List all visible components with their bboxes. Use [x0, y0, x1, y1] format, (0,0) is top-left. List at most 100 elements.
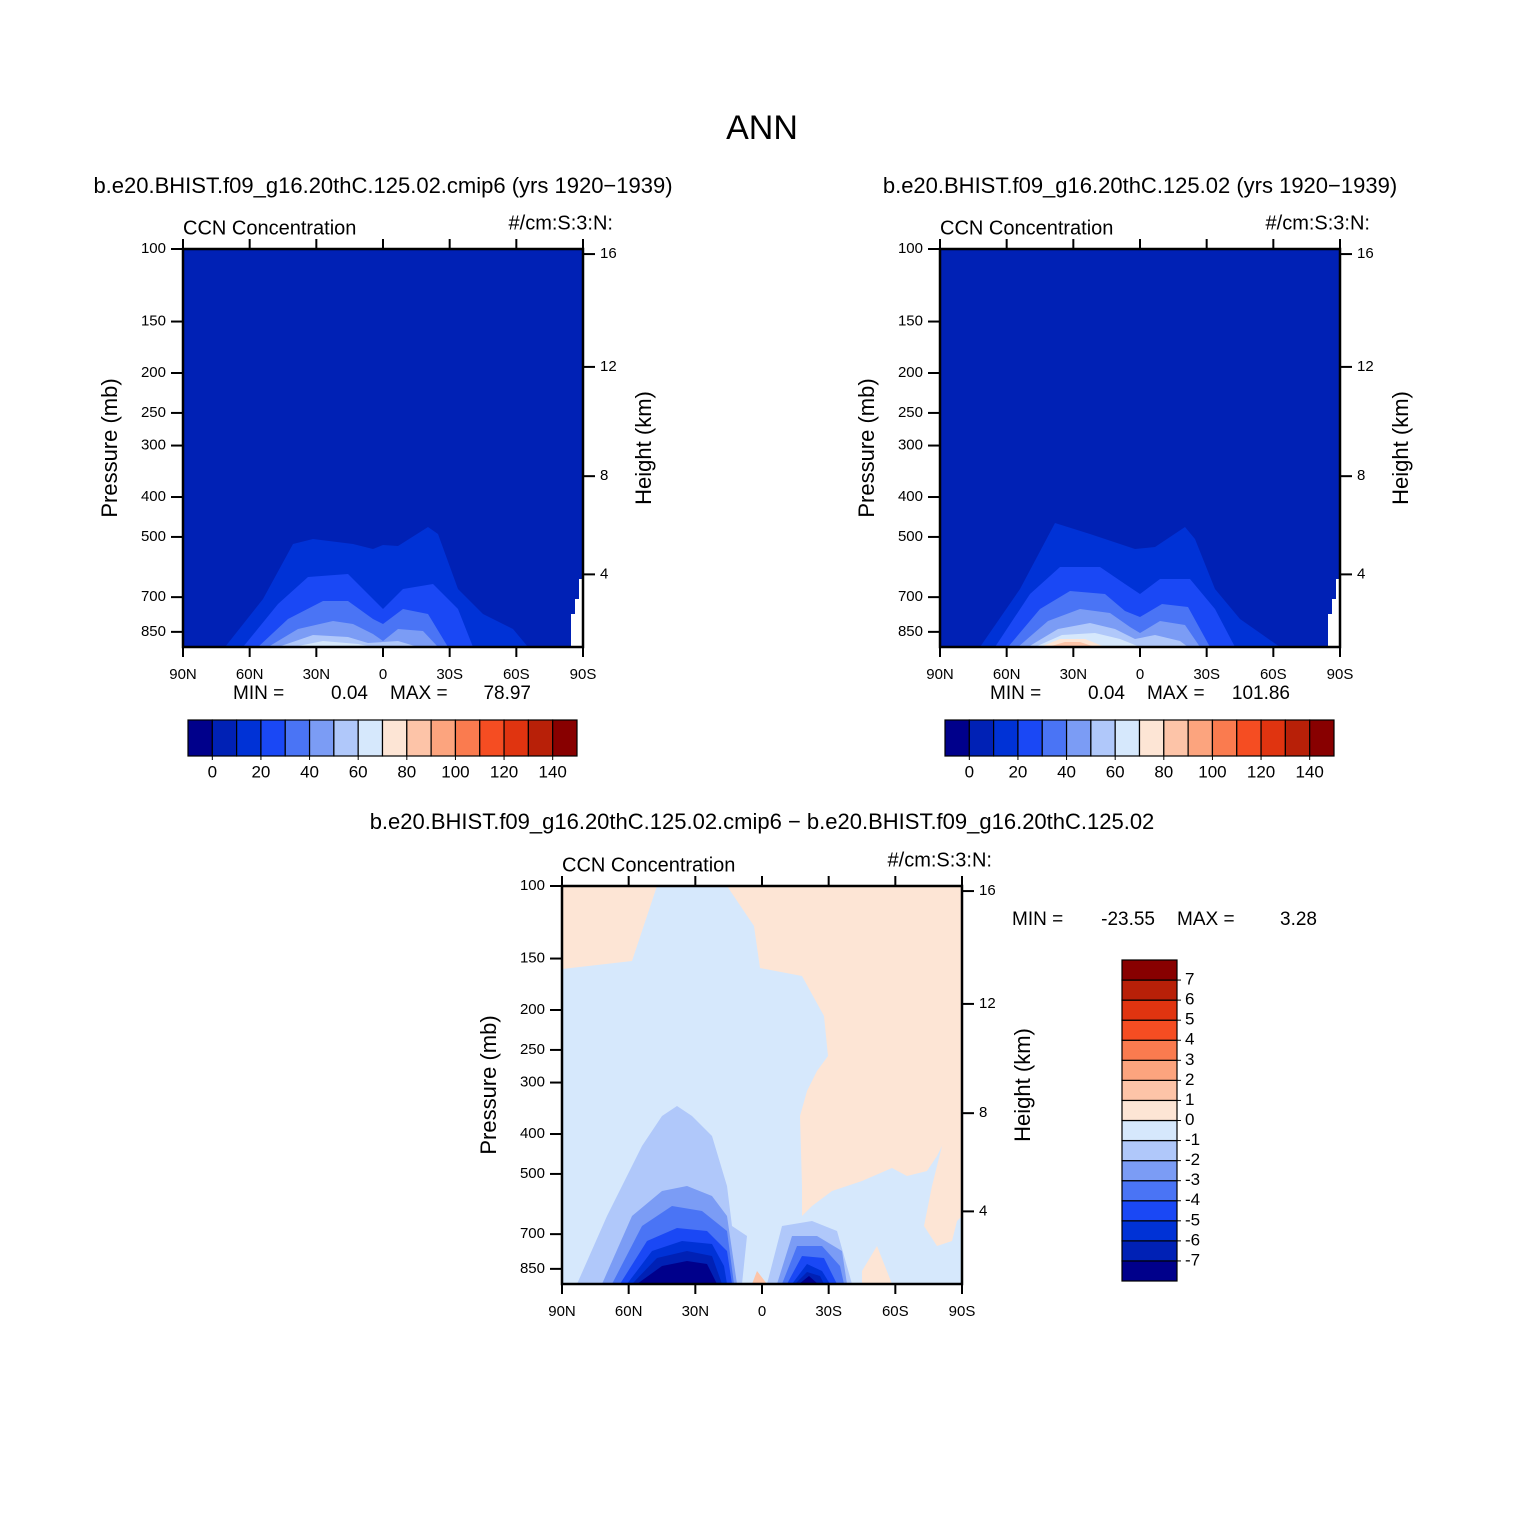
x-tick-label: 30N	[1060, 666, 1088, 683]
colorbar-box	[1121, 1059, 1178, 1081]
colorbar-box	[1284, 719, 1311, 757]
y2-tick-label: 4	[600, 565, 608, 582]
y-tick-label: 300	[898, 437, 923, 454]
right-string: #/cm:S:3:N:	[509, 212, 613, 234]
x-tick-label: 60N	[993, 666, 1021, 683]
colorbar-box	[284, 719, 311, 757]
colorbar-box	[1121, 1160, 1178, 1182]
colorbar-box	[381, 719, 408, 757]
contour-fill	[562, 886, 962, 1284]
right-string: #/cm:S:3:N:	[888, 849, 992, 871]
y-tick-label: 700	[141, 588, 166, 605]
colorbar-label: -4	[1185, 1190, 1200, 1209]
y-tick-label: 850	[141, 623, 166, 640]
colorbar-box	[1121, 1260, 1178, 1282]
colorbar-box	[1236, 719, 1262, 757]
x-tick-label: 90S	[949, 1303, 976, 1320]
y2-axis-label: Height (km)	[1388, 391, 1413, 505]
colorbar-label: 140	[539, 762, 567, 781]
min-value: -23.55	[1101, 909, 1155, 930]
y-tick-label: 200	[520, 1001, 545, 1018]
colorbar-box	[1017, 719, 1043, 757]
colorbar-label: 60	[349, 762, 368, 781]
y-tick-label: 400	[898, 488, 923, 505]
colorbar-box	[260, 719, 286, 757]
colorbar-box	[454, 719, 481, 757]
y2-tick-label: 16	[600, 245, 617, 262]
y-tick-label: 150	[520, 950, 545, 967]
y-tick-label: 200	[141, 364, 166, 381]
colorbar-label: -6	[1185, 1230, 1200, 1249]
y2-tick-label: 12	[600, 358, 617, 375]
y2-tick-label: 12	[1357, 358, 1374, 375]
y2-tick-label: 12	[979, 995, 996, 1012]
colorbar-box	[1121, 1240, 1178, 1262]
colorbar-box	[1041, 719, 1068, 757]
max-label: MAX =	[1147, 683, 1205, 704]
colorbar-box	[406, 719, 432, 757]
y-tick-label: 700	[520, 1225, 545, 1242]
colorbar-label: 80	[397, 762, 416, 781]
contour-band	[293, 641, 373, 647]
colorbar-label: 4	[1185, 1030, 1194, 1049]
min-label: MIN =	[233, 683, 284, 704]
x-tick-label: 60S	[503, 666, 530, 683]
min-label: MIN =	[990, 683, 1041, 704]
missing-area	[1328, 579, 1340, 647]
colorbar-box	[1309, 719, 1335, 757]
y-tick-label: 300	[141, 437, 166, 454]
colorbar-box	[211, 719, 238, 757]
colorbar-box	[527, 719, 554, 757]
colorbar-box	[1121, 1139, 1178, 1162]
y-tick-label: 400	[520, 1125, 545, 1142]
x-tick-label: 60N	[236, 666, 264, 683]
y2-tick-label: 8	[979, 1104, 987, 1121]
y-tick-label: 500	[141, 528, 166, 545]
colorbar-box	[1260, 719, 1286, 757]
y-tick-label: 850	[520, 1260, 545, 1277]
colorbar-label: 100	[441, 762, 469, 781]
colorbar-box	[333, 719, 359, 757]
min-label: MIN =	[1012, 909, 1063, 930]
contour-band	[752, 1271, 767, 1284]
left-string: CCN Concentration	[562, 854, 735, 876]
max-value: 78.97	[483, 683, 531, 704]
max-value: 3.28	[1280, 909, 1317, 930]
y-tick-label: 100	[520, 877, 545, 894]
colorbar-box	[1121, 979, 1178, 1001]
colorbar-box	[503, 719, 529, 757]
max-label: MAX =	[1177, 909, 1235, 930]
x-tick-label: 0	[1136, 666, 1144, 683]
y-tick-label: 100	[898, 240, 923, 257]
contour-fill	[940, 249, 1340, 647]
colorbar-box	[944, 719, 970, 757]
y-tick-label: 300	[520, 1074, 545, 1091]
contour-fill	[183, 249, 583, 647]
y-tick-label: 250	[898, 404, 923, 421]
colorbar-box	[993, 719, 1019, 757]
x-tick-label: 90S	[570, 666, 597, 683]
colorbar-box	[1121, 1119, 1178, 1142]
y-tick-label: 700	[898, 588, 923, 605]
colorbar-box	[1121, 1039, 1178, 1061]
colorbar-box	[552, 719, 578, 757]
colorbar-box	[187, 719, 213, 757]
y-tick-label: 250	[141, 404, 166, 421]
colorbar-box	[1121, 1200, 1178, 1222]
x-tick-label: 30S	[436, 666, 463, 683]
panel-title: b.e20.BHIST.f09_g16.20thC.125.02.cmip6 (…	[93, 173, 672, 198]
colorbar-box	[308, 719, 335, 757]
contour-band	[799, 1276, 818, 1284]
colorbar-label: 6	[1185, 990, 1194, 1009]
colorbar-label: 3	[1185, 1050, 1194, 1069]
y-tick-label: 150	[141, 313, 166, 330]
colorbar-label: 120	[490, 762, 518, 781]
colorbar-label: 40	[300, 762, 319, 781]
x-tick-label: 90N	[926, 666, 954, 683]
min-value: 0.04	[1088, 683, 1125, 704]
y-tick-label: 500	[898, 528, 923, 545]
y-tick-label: 200	[898, 364, 923, 381]
x-tick-label: 30N	[682, 1303, 710, 1320]
x-tick-label: 90N	[169, 666, 197, 683]
x-tick-label: 60S	[882, 1303, 909, 1320]
